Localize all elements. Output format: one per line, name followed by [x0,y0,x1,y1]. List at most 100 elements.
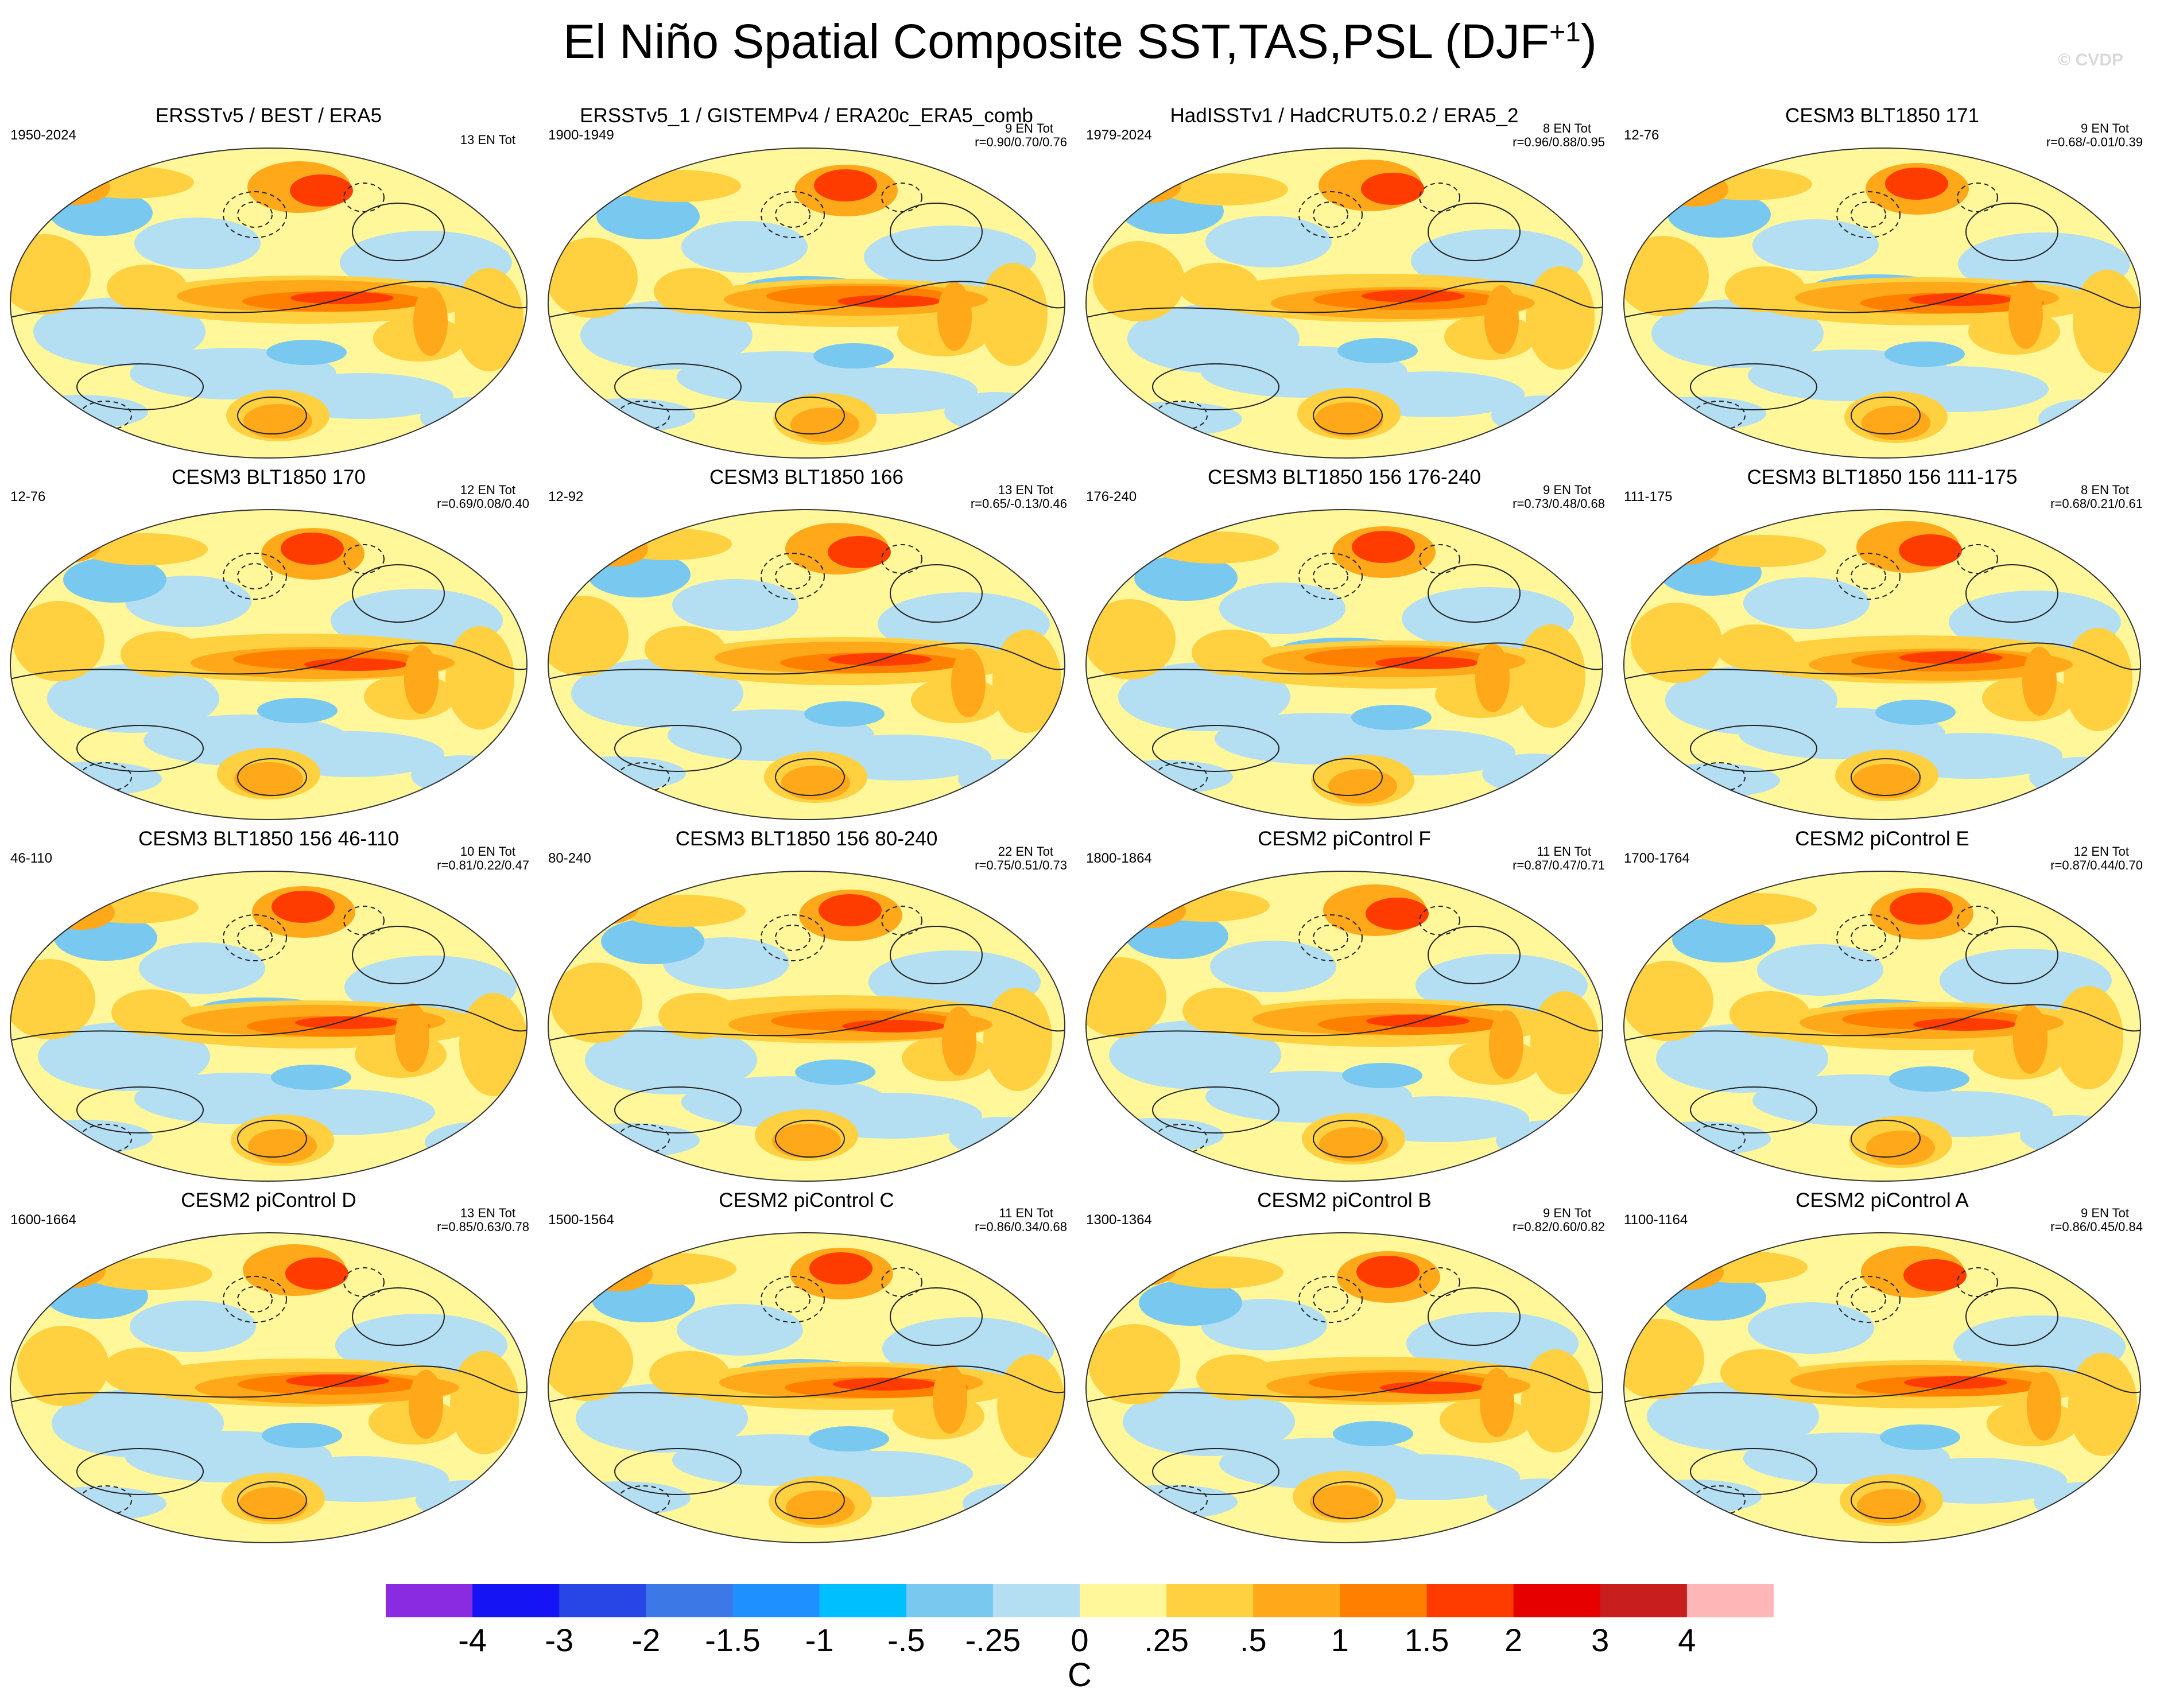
anomaly-region [1480,1368,1514,1437]
colorbar-swatch [559,1584,646,1617]
anomaly-region [257,698,338,723]
panel-stats: 12 EN Tot r=0.69/0.08/0.40 [437,483,529,511]
panel-period: 46-110 [10,851,52,866]
anomaly-region [450,1351,519,1454]
anomaly-region [1743,577,1870,629]
anomaly-region [2064,628,2132,731]
anomaly-region [295,1016,398,1029]
map-border [1623,147,2141,459]
anomaly-region [459,993,527,1096]
colorbar-tick-label: -1.5 [705,1622,761,1658]
map-border [10,147,528,459]
anomaly-region [1852,764,1921,798]
panel-stats: 11 EN Tot r=0.86/0.34/0.68 [975,1206,1067,1234]
panel-stats: 13 EN Tot [460,133,529,147]
anomaly-region [951,649,986,717]
anomaly-region [983,988,1052,1091]
anomaly-region [10,395,148,429]
psl-contour-negative [881,183,922,212]
psl-contour-negative [881,544,922,574]
anomaly-region [1862,406,1930,440]
world-map [10,509,528,820]
panel-event-count: 13 EN Tot [998,483,1053,497]
anomaly-region [1489,1010,1523,1079]
psl-contour-negative [1298,191,1363,238]
psl-contour-positive [614,1086,742,1134]
anomaly-region [1475,643,1510,712]
map-border [548,147,1065,459]
psl-contour-positive [775,758,845,796]
anomaly-region [828,536,891,568]
psl-contour-negative [881,906,922,935]
composite-panel: CESM3 BLT1850 156 176-240 176-240 9 EN Tot… [1076,466,1613,822]
psl-contour-positive [1851,758,1921,796]
panel-pattern-correlation: r=0.96/0.88/0.95 [1513,135,1605,149]
panel-event-count: 9 EN Tot [1005,121,1053,135]
anomaly-region [1337,338,1418,363]
figure-title: El Niño Spatial Composite SST,TAS,PSL (D… [0,13,2160,70]
anomaly-region [1362,290,1465,302]
colorbar-tick-label: 3 [1591,1622,1610,1658]
psl-contour-positive [1965,1287,2058,1346]
psl-contour-negative [1313,563,1348,589]
anomaly-region [234,762,303,797]
anomaly-region [570,890,639,925]
anomaly-region [404,645,439,714]
anomaly-region [304,658,408,671]
panel-pattern-correlation: r=0.69/0.08/0.40 [437,496,529,511]
psl-contour-positive [1690,725,1817,772]
panel-map [1084,507,1605,822]
world-map [10,1232,528,1543]
psl-contour-positive [1428,1287,1521,1346]
psl-contour-positive [352,1287,445,1346]
colorbar-swatches [386,1584,1774,1617]
anomaly-region [576,1384,748,1453]
anomaly-region [1650,530,1719,565]
anomaly-region [1884,341,1965,367]
anomaly-region [281,533,344,565]
anomaly-region [286,1375,389,1387]
anomaly-region [557,398,695,433]
colorbar-swatch [1426,1584,1514,1617]
colorbar-swatch [819,1584,907,1617]
composite-panel: CESM2 piControl C 1500-1564 11 EN Tot r=0.8… [538,1189,1075,1545]
anomaly-region [1752,219,1879,271]
psl-contour-negative [1693,401,1746,430]
anomaly-region [979,263,1048,366]
panel-pattern-correlation: r=0.87/0.44/0.70 [2050,858,2143,872]
map-border [548,871,1065,1182]
psl-contour-positive [1690,363,1817,410]
anomaly-region [248,1129,317,1163]
psl-contour-positive [1851,1120,1921,1158]
psl-contour-positive [890,926,983,984]
panel-event-count: 13 EN Tot [460,1206,515,1220]
panel-pattern-correlation: r=0.86/0.45/0.84 [2050,1220,2143,1234]
anomaly-region [553,1481,691,1516]
panel-stats: 22 EN Tot r=0.75/0.51/0.73 [975,845,1067,872]
watermark: © CVDP [2058,51,2123,69]
anomaly-region [1153,531,1279,564]
anomaly-region [420,397,523,437]
anomaly-region [2027,1372,2061,1441]
psl-contour-positive [1851,397,1921,434]
psl-contour-positive [352,564,445,623]
panel-event-count: 9 EN Tot [2081,121,2129,135]
psl-contour-positive [775,1481,845,1519]
psl-contour-positive [352,926,445,984]
panel-map [1622,146,2143,460]
psl-contour-positive [614,363,742,410]
anomaly-region [958,759,1061,799]
psl-contour-positive [1313,397,1383,434]
psl-contour-negative [1155,401,1208,430]
anomaly-region [2073,270,2140,373]
panel-title: CESM3 BLT1850 156 46-110 [138,828,399,850]
anomaly-region [262,1423,342,1448]
anomaly-region [2008,280,2043,349]
psl-contour-positive [237,758,307,796]
composite-panel: CESM3 BLT1850 156 80-240 80-240 22 EN Tot r… [538,828,1075,1183]
panel-map [546,869,1067,1183]
anomaly-region [1086,599,1176,680]
anomaly-region [1095,760,1233,794]
colorbar-tick-label: 1 [1331,1622,1349,1658]
colorbar-tick-label: -1 [805,1622,834,1658]
